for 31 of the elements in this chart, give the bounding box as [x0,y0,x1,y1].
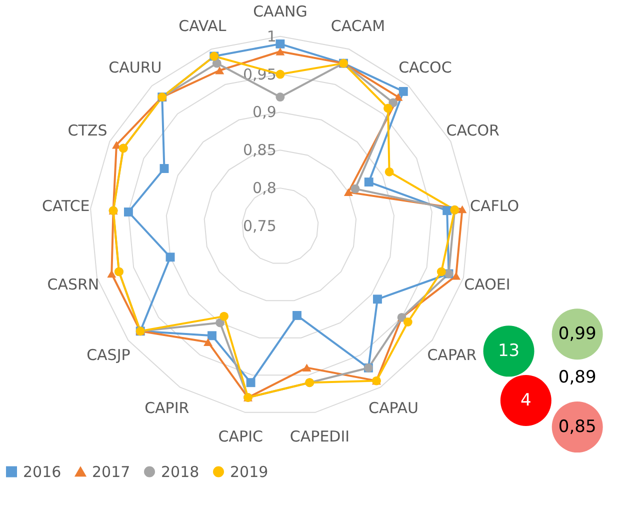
spoke-label: CTZS [68,121,108,140]
legend-label: 2019 [230,462,268,481]
spoke-label: CACAM [330,17,386,36]
y-tick-label: 0,9 [252,103,276,122]
spoke-label: CACOC [398,58,452,77]
text: 0,85 [558,417,596,438]
spoke-label: CAOEI [464,276,510,294]
legend-label: 2017 [92,462,130,481]
text: 0,99 [558,324,596,344]
spoke-label: CAVAL [178,17,227,36]
spoke-label: CAANG [253,2,308,21]
text: 13 [498,341,520,362]
spoke-label: CAPIR [144,399,190,418]
text: 4 [520,390,532,410]
spoke-label: CATCE [42,197,90,216]
spoke-label: CAPAU [368,399,419,418]
spoke-label: CAPEDII [290,428,350,446]
spoke-label: CAPIC [218,428,263,446]
y-tick-label: 0,8 [252,179,276,198]
y-tick-label: 0,85 [242,141,276,160]
spoke-label: CACOR [446,121,500,140]
text: 0,89 [558,368,596,388]
legend-label: 2018 [161,462,200,481]
legend-label: 2016 [23,462,62,481]
spoke-label: CASJP [86,346,130,364]
spoke-label: CAURU [108,58,162,77]
spoke-label: CAFLO [470,197,520,216]
spoke-label: CAPAR [427,346,477,364]
y-tick-label: 1 [266,27,276,46]
y-tick-label: 0,75 [242,217,276,235]
spoke-label: CASRN [47,276,100,294]
